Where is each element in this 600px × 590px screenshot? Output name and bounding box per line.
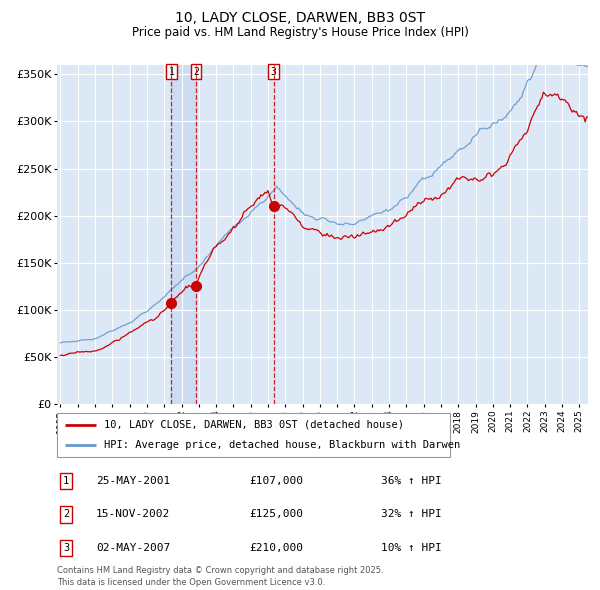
Bar <box>172 65 196 404</box>
Text: 1: 1 <box>63 476 69 486</box>
Text: £125,000: £125,000 <box>249 510 303 519</box>
Text: 36% ↑ HPI: 36% ↑ HPI <box>381 476 442 486</box>
Text: Contains HM Land Registry data © Crown copyright and database right 2025.
This d: Contains HM Land Registry data © Crown c… <box>57 566 383 587</box>
Text: 10% ↑ HPI: 10% ↑ HPI <box>381 543 442 553</box>
Text: 3: 3 <box>63 543 69 553</box>
Text: Price paid vs. HM Land Registry's House Price Index (HPI): Price paid vs. HM Land Registry's House … <box>131 26 469 39</box>
Text: 10, LADY CLOSE, DARWEN, BB3 0ST: 10, LADY CLOSE, DARWEN, BB3 0ST <box>175 11 425 25</box>
Text: 10, LADY CLOSE, DARWEN, BB3 0ST (detached house): 10, LADY CLOSE, DARWEN, BB3 0ST (detache… <box>104 420 404 430</box>
Text: 15-NOV-2002: 15-NOV-2002 <box>96 510 170 519</box>
Text: 02-MAY-2007: 02-MAY-2007 <box>96 543 170 553</box>
Text: 2: 2 <box>63 510 69 519</box>
Text: 3: 3 <box>271 67 277 77</box>
Text: HPI: Average price, detached house, Blackburn with Darwen: HPI: Average price, detached house, Blac… <box>104 440 460 450</box>
Text: £107,000: £107,000 <box>249 476 303 486</box>
Text: 32% ↑ HPI: 32% ↑ HPI <box>381 510 442 519</box>
Text: £210,000: £210,000 <box>249 543 303 553</box>
Text: 1: 1 <box>169 67 175 77</box>
Text: 25-MAY-2001: 25-MAY-2001 <box>96 476 170 486</box>
Text: 2: 2 <box>193 67 199 77</box>
